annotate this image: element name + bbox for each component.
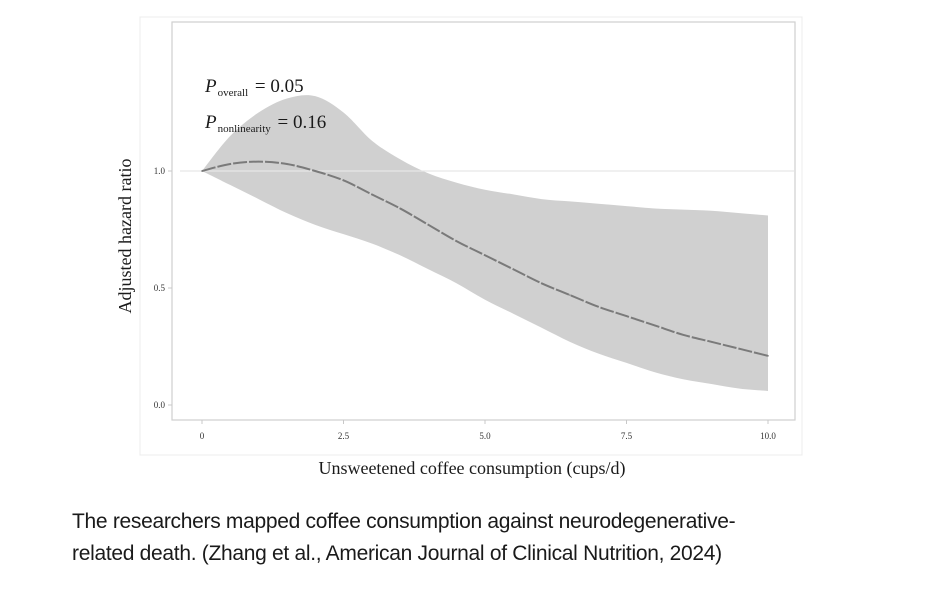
estimate-point [201, 170, 203, 172]
y-tick-label: 1.0 [154, 166, 166, 176]
caption-line-2: related death. (Zhang et al., American J… [72, 542, 722, 565]
x-tick-label: 0 [200, 431, 205, 441]
p-overall-subscript: overall [218, 87, 249, 99]
estimate-point [427, 224, 430, 226]
estimate-point [399, 207, 401, 210]
estimate-point [286, 163, 288, 165]
estimate-point [767, 355, 769, 357]
y-tick-label: 0.0 [154, 400, 166, 410]
estimate-point [597, 305, 599, 308]
x-tick-label: 5.0 [479, 431, 491, 441]
figure-caption: The researchers mapped coffee consumptio… [72, 506, 902, 570]
estimate-point [540, 282, 543, 285]
annotations: P overall = 0.05 P nonlinearity = 0.16 [204, 76, 326, 135]
p-nonlinearity-symbol: P [204, 112, 217, 133]
caption-line-1: The researchers mapped coffee consumptio… [72, 510, 736, 533]
x-tick-label: 10.0 [760, 431, 776, 441]
estimate-point [682, 334, 684, 336]
x-tick-label: 2.5 [338, 431, 350, 441]
estimate-point [738, 348, 741, 350]
estimate-point [710, 341, 713, 343]
p-overall-symbol: P [204, 76, 217, 97]
estimate-point [342, 179, 345, 182]
p-overall-value: = 0.05 [250, 76, 303, 97]
y-axis-label: Adjusted hazard ratio [115, 159, 135, 314]
estimate-point [569, 294, 571, 296]
x-axis: 0 2.5 5.0 7.5 10.0 [200, 420, 776, 441]
x-axis-label: Unsweetened coffee consumption (cups/d) [318, 458, 625, 479]
estimate-point [625, 315, 628, 317]
estimate-point [229, 163, 232, 165]
y-tick-label: 0.5 [154, 283, 166, 293]
estimate-point [371, 193, 373, 196]
estimate-point [654, 324, 656, 327]
estimate-point [314, 170, 317, 172]
estimate-line-layer [201, 160, 769, 357]
p-nonlinearity-subscript: nonlinearity [218, 123, 272, 135]
x-tick-label: 7.5 [621, 431, 633, 441]
y-axis: 0.0 0.5 1.0 [154, 166, 172, 410]
estimate-point [455, 240, 458, 242]
p-nonlinearity-value: = 0.16 [273, 112, 326, 133]
estimate-point [257, 160, 260, 163]
estimate-point [484, 254, 486, 257]
estimate-point [512, 268, 515, 271]
